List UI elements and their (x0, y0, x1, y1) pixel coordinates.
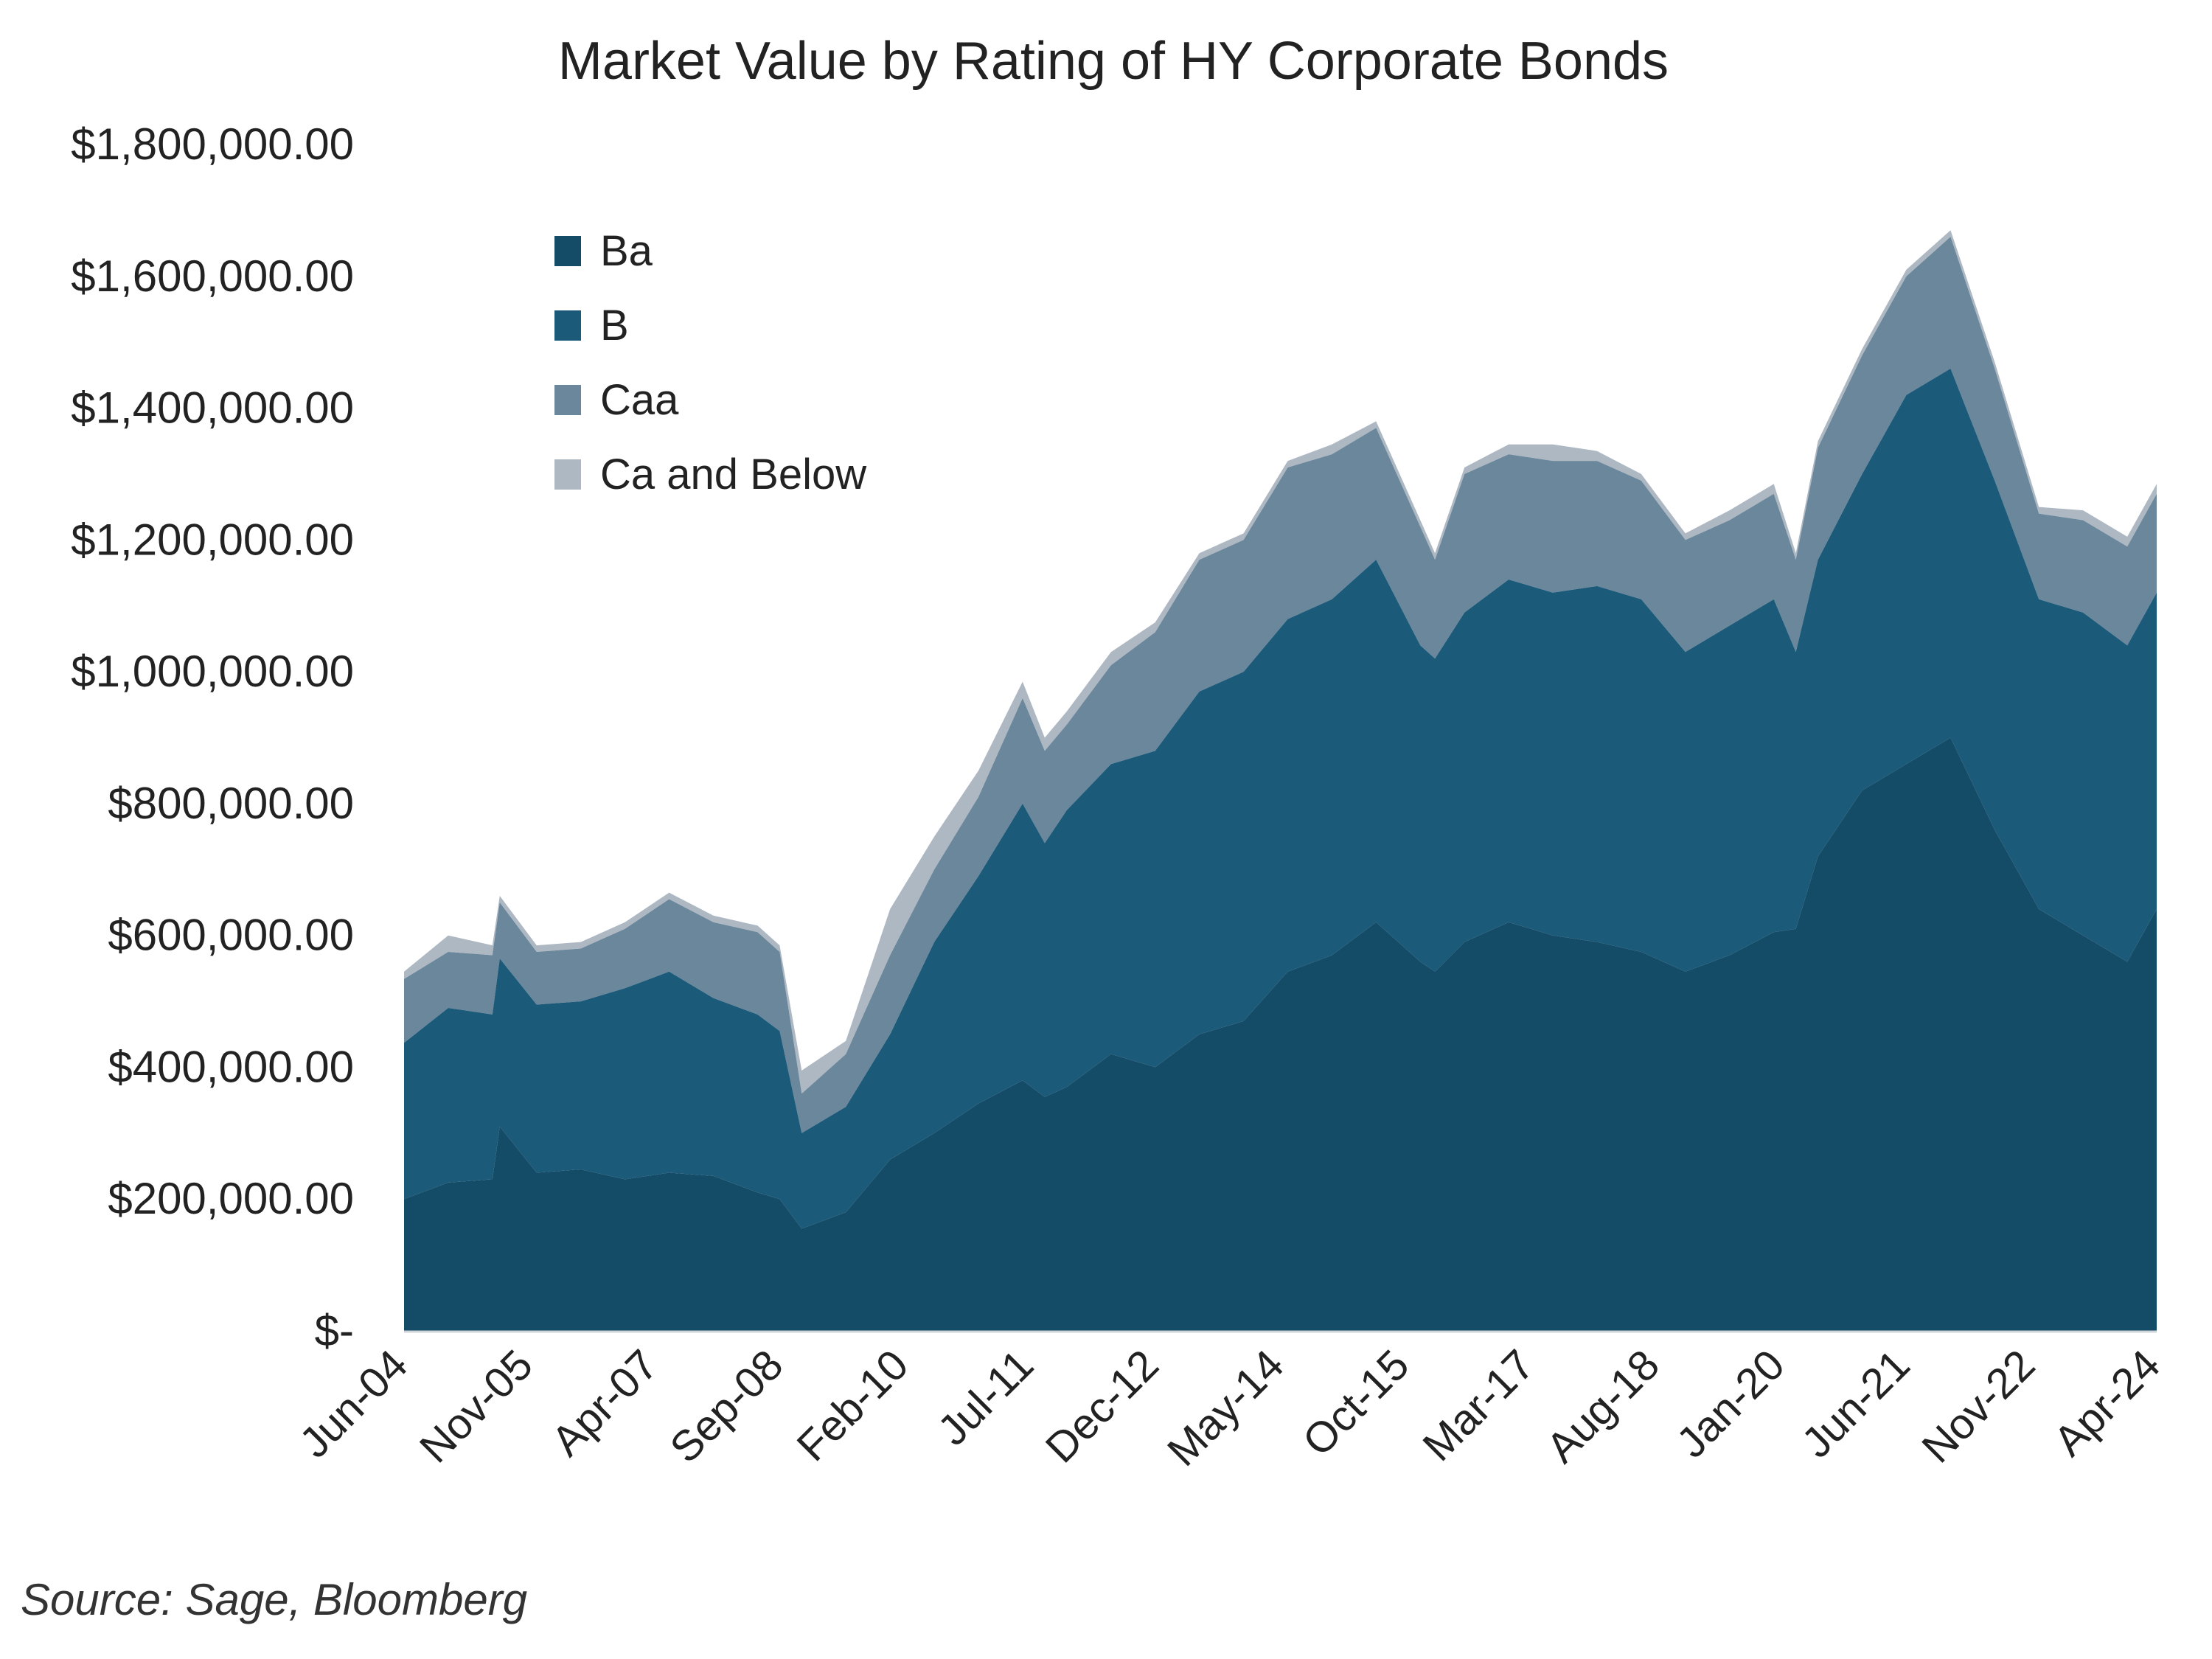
legend-swatch-ba (554, 236, 581, 266)
x-tick-label: Apr-24 (2045, 1340, 2169, 1465)
legend-item-ba: Ba (554, 214, 866, 288)
x-tick-label: Feb-10 (787, 1340, 917, 1470)
y-tick-label: $200,000.00 (108, 1174, 354, 1223)
y-tick-label: $1,400,000.00 (71, 383, 354, 433)
chart-title: Market Value by Rating of HY Corporate B… (557, 32, 1669, 91)
x-tick-label: Apr-07 (543, 1340, 667, 1465)
y-tick-label: $800,000.00 (108, 779, 354, 828)
legend: Ba B Caa Ca and Below (554, 214, 866, 512)
y-tick-label: $1,200,000.00 (71, 515, 354, 564)
source-note: Source: Sage, Bloomberg (21, 1575, 528, 1624)
x-tick-label: Jan-20 (1667, 1340, 1793, 1467)
y-tick-label: $1,800,000.00 (71, 119, 354, 169)
y-tick-label: $1,000,000.00 (71, 647, 354, 696)
x-tick-label: Jun-04 (291, 1340, 417, 1467)
x-tick-label: Aug-18 (1537, 1340, 1669, 1472)
x-tick-label: Oct-15 (1293, 1340, 1418, 1465)
y-tick-label: $- (315, 1306, 354, 1355)
x-tick-label: Jun-21 (1792, 1340, 1919, 1467)
x-tick-label: Nov-05 (411, 1340, 542, 1472)
stacked-areas (404, 230, 2157, 1331)
legend-item-b: B (554, 288, 866, 363)
legend-label-ba: Ba (600, 227, 653, 275)
x-tick-label: Dec-12 (1037, 1340, 1168, 1472)
legend-label-ca-and-below: Ca and Below (600, 451, 867, 498)
area-ba (404, 737, 2157, 1331)
x-tick-label: Jul-11 (928, 1340, 1043, 1455)
x-tick-label: Mar-17 (1413, 1340, 1543, 1470)
legend-item-ca-and-below: Ca and Below (554, 437, 866, 512)
legend-swatch-caa (554, 385, 581, 415)
x-tick-label: Nov-22 (1913, 1340, 2044, 1472)
x-tick-label: Sep-08 (661, 1340, 792, 1472)
x-tick-label: May-14 (1158, 1340, 1293, 1475)
y-tick-label: $600,000.00 (108, 911, 354, 960)
area-b (404, 368, 2157, 1229)
y-tick-label: $1,600,000.00 (71, 251, 354, 301)
legend-item-caa: Caa (554, 363, 866, 437)
legend-label-caa: Caa (600, 376, 679, 424)
legend-swatch-ca-and-below (554, 459, 581, 490)
legend-label-b: B (600, 302, 629, 349)
y-tick-label: $400,000.00 (108, 1042, 354, 1091)
y-axis-ticks: $- $200,000.00 $400,000.00 $600,000.00 $800,… (71, 119, 354, 1355)
legend-swatch-b (554, 310, 581, 341)
